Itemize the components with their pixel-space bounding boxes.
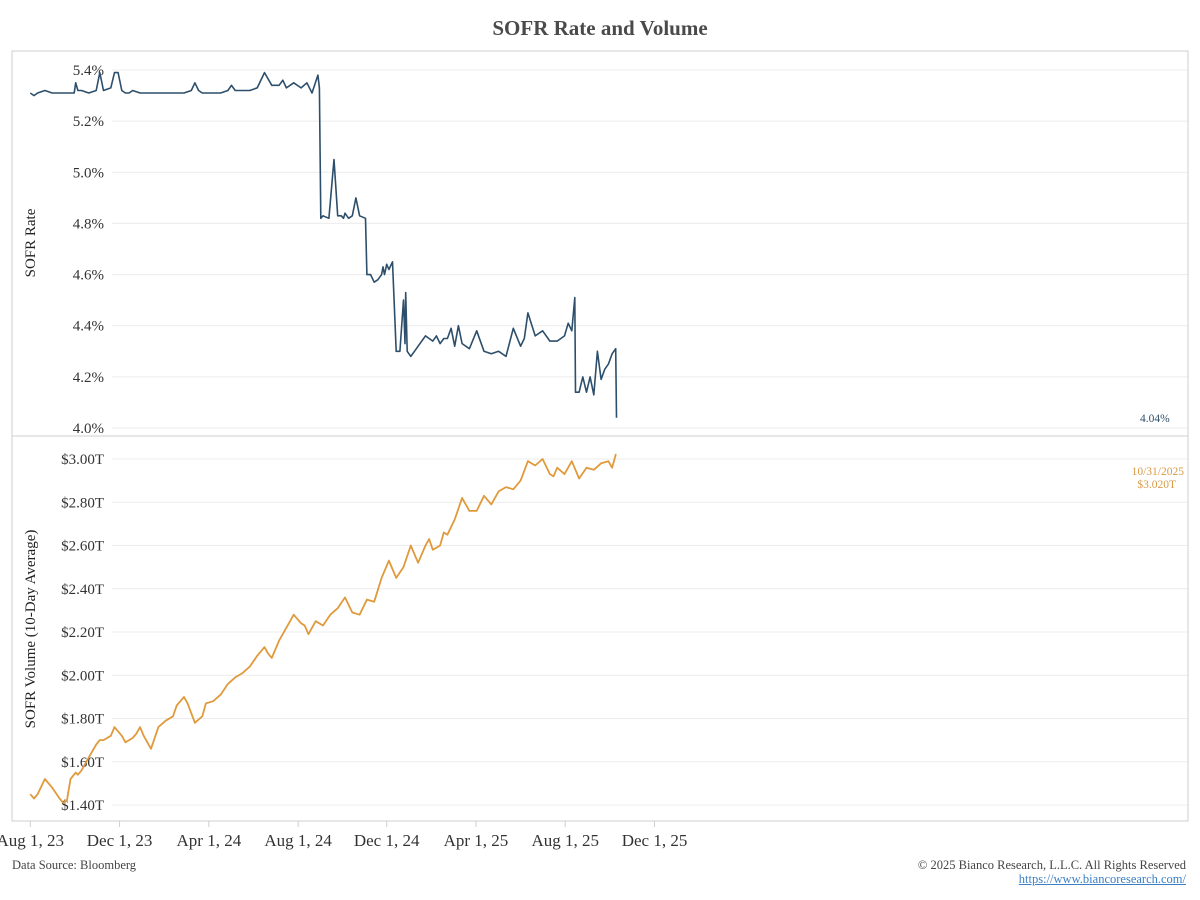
volume-y-tick-label: $3.00T [61,452,104,468]
rate-series-line [29,71,618,418]
volume-end-date-label: 10/31/2025 [1132,466,1185,478]
rate-y-axis-title: SOFR Rate [23,208,39,277]
volume-y-tick-label: $2.80T [61,495,104,511]
rate-gridlines [112,69,1188,429]
x-tick-label: Apr 1, 25 [444,831,509,850]
rate-y-tick-label: 5.2% [73,114,104,130]
rate-y-tick-label: 4.4% [73,319,104,335]
volume-end-value-label: $3.020T [1137,478,1176,491]
volume-y-axis: $1.40T $1.60T $1.80T $2.00T $2.20T $2.40T $2.6… [61,452,104,814]
rate-y-tick-label: 4.8% [73,216,104,232]
data-source-note: Data Source: Bloomberg [12,858,137,872]
volume-y-tick-label: $2.20T [61,625,104,641]
volume-y-axis-title: SOFR Volume (10-Day Average) [23,530,39,729]
rate-y-tick-label: 5.4% [73,63,104,79]
rate-y-tick-label: 4.2% [73,370,104,386]
rate-y-tick-label: 4.6% [73,268,104,284]
website-link[interactable]: https://www.biancoresearch.com/ [1018,872,1186,886]
x-tick-label: Apr 1, 24 [177,831,242,850]
x-tick-label: Dec 1, 23 [87,831,153,850]
volume-y-tick-label: $2.60T [61,539,104,555]
x-tick-label: Aug 1, 23 [0,831,64,850]
x-axis: Aug 1, 23 Dec 1, 23 Apr 1, 24 Aug 1, 24 Dec … [0,821,687,850]
rate-y-axis: 4.0% 4.2% 4.4% 4.6% 4.8% 5.0% 5.2% 5.4% [73,63,104,437]
rate-y-tick-label: 4.0% [73,421,104,437]
chart-title: SOFR Rate and Volume [492,16,708,40]
volume-series-line [29,453,617,804]
volume-y-tick-label: $2.40T [61,582,104,598]
x-tick-label: Aug 1, 25 [531,831,599,850]
volume-y-tick-label: $1.80T [61,712,104,728]
volume-y-tick-label: $1.40T [61,798,104,814]
x-tick-label: Aug 1, 24 [264,831,332,850]
rate-end-label: 4.04% [1140,413,1170,425]
volume-gridlines [112,458,1188,806]
x-tick-label: Dec 1, 25 [622,831,688,850]
volume-y-tick-label: $2.00T [61,668,104,684]
rate-y-tick-label: 5.0% [73,165,104,181]
copyright-note: © 2025 Bianco Research, L.L.C. All Right… [917,858,1186,872]
x-tick-label: Dec 1, 24 [354,831,420,850]
volume-y-tick-label: $1.60T [61,755,104,771]
